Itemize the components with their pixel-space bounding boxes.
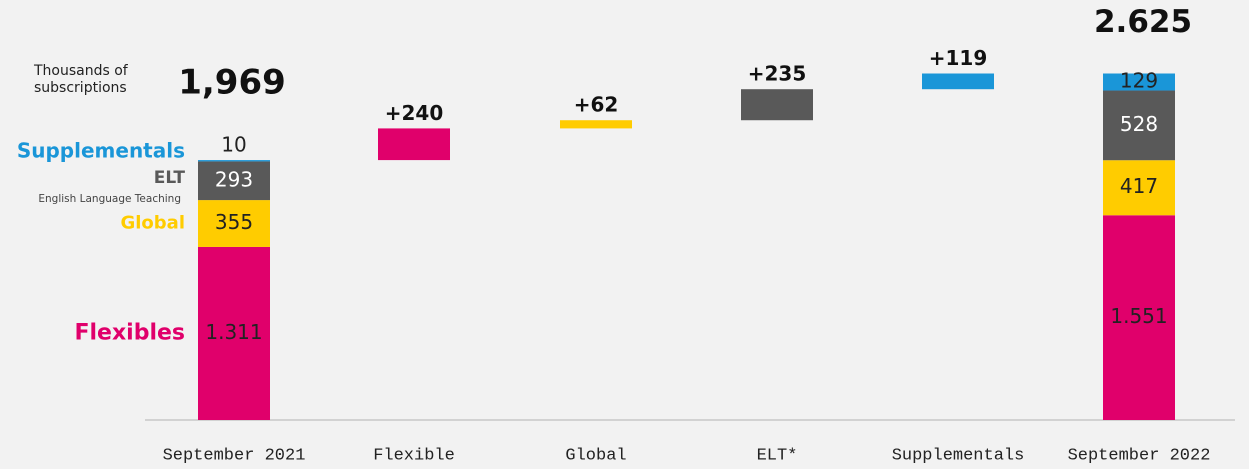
x-tick-label: September 2022 — [1068, 446, 1211, 465]
change-label: +119 — [929, 46, 988, 70]
x-tick-label: September 2021 — [163, 446, 306, 465]
stack-segment — [1103, 160, 1175, 216]
x-tick-label: Global — [565, 446, 626, 465]
stack-segment — [198, 246, 270, 420]
total-label: 2.625 — [1094, 4, 1192, 40]
x-tick-label: Flexible — [373, 446, 455, 465]
value-label: 417 — [1120, 174, 1158, 198]
value-label: 10 — [221, 133, 246, 157]
stack-segment — [1103, 90, 1175, 161]
total-label: 1,969 — [178, 63, 286, 103]
change-bar — [560, 120, 632, 129]
stack-segment — [198, 161, 270, 201]
value-label: 1.311 — [205, 320, 262, 344]
legend-label: ELT — [154, 168, 186, 188]
value-label: 528 — [1120, 112, 1158, 136]
change-label: +235 — [748, 62, 807, 86]
legend-note: English Language Teaching — [38, 193, 181, 205]
stack-segment — [1103, 73, 1175, 91]
change-bar — [741, 89, 813, 121]
change-bar — [922, 73, 994, 90]
value-label: 355 — [215, 210, 253, 234]
x-tick-label: Supplementals — [892, 446, 1025, 465]
legend-label: Supplementals — [17, 139, 185, 163]
unit-label: Thousands of subscriptions — [34, 63, 128, 96]
stack-segment — [1103, 215, 1175, 420]
value-label: 129 — [1120, 69, 1158, 93]
change-bar — [378, 128, 450, 161]
stack-segment — [198, 200, 270, 247]
change-label: +62 — [574, 93, 619, 117]
legend-label: Flexibles — [74, 320, 185, 345]
x-tick-label: ELT* — [757, 446, 798, 465]
value-label: 293 — [215, 167, 253, 191]
legend-label: Global — [120, 213, 185, 234]
change-label: +240 — [385, 101, 444, 125]
stack-segment — [198, 160, 270, 162]
value-label: 1.551 — [1110, 304, 1167, 328]
